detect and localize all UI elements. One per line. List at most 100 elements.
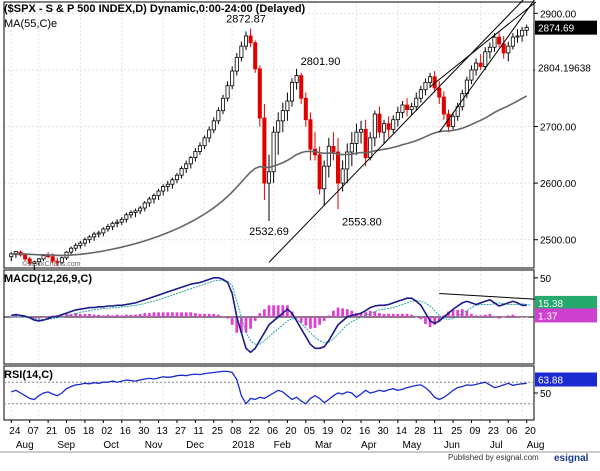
candle-body <box>483 51 488 67</box>
price-tick-label: 2900.00 <box>540 9 577 20</box>
macd-histogram-bar <box>258 313 262 317</box>
macd-histogram-bar <box>396 313 400 317</box>
footer-publisher: Published by esignal.com <box>448 453 539 462</box>
macd-histogram-bar <box>101 315 105 317</box>
macd-histogram-bar <box>226 317 229 319</box>
rsi-title: RSI(14,C) <box>4 369 53 381</box>
candle-body <box>151 195 156 200</box>
candle-body <box>128 212 133 216</box>
candle-body <box>349 143 354 153</box>
macd-histogram-bar <box>184 312 188 317</box>
macd-histogram-bar <box>235 317 239 333</box>
x-tick-label: 24 <box>9 426 21 437</box>
candle-body <box>497 36 502 45</box>
candle-body <box>322 165 327 190</box>
x-tick-label: 23 <box>488 426 500 437</box>
macd-last-label-box <box>535 295 597 310</box>
x-tick-label: 05 <box>65 426 77 437</box>
candle-body <box>326 145 331 167</box>
candle-body <box>41 255 46 260</box>
macd-histogram-bar <box>286 305 289 317</box>
macd-histogram-bar <box>65 313 68 317</box>
candle-body <box>409 106 414 110</box>
candle-body <box>331 145 336 153</box>
candle-body <box>515 35 520 38</box>
macd-histogram-bar <box>249 317 252 329</box>
macd-histogram-bar <box>143 313 147 317</box>
x-tick-label: 02 <box>101 426 113 437</box>
macd-histogram-bar <box>74 313 78 317</box>
macd-histogram-bar <box>318 317 321 325</box>
macd-histogram-bar <box>175 312 179 317</box>
candle-body <box>138 207 143 212</box>
macd-histogram-bar <box>332 310 335 317</box>
price-annotation: 2553.80 <box>342 216 382 228</box>
x-tick-label: 07 <box>28 426 40 437</box>
x-tick-label: 19 <box>322 426 334 437</box>
candle-body <box>336 151 341 184</box>
candle-body <box>156 190 161 196</box>
macd-title: MACD(12,26,9,C) <box>4 273 92 285</box>
price-tick-label: 2700.00 <box>540 123 577 134</box>
macd-histogram-bar <box>387 313 391 317</box>
macd-histogram-bar <box>180 312 183 317</box>
macd-histogram-bar <box>433 317 437 325</box>
x-tick-label: 28 <box>414 426 426 437</box>
macd-histogram-bar <box>212 313 216 317</box>
candle-body <box>211 120 216 131</box>
candle-body <box>133 210 138 213</box>
rsi-panel <box>4 370 534 405</box>
macd-histogram-bar <box>152 312 156 317</box>
macd-histogram-bar <box>479 315 483 317</box>
macd-histogram-bar <box>263 309 266 317</box>
candle-body <box>478 62 483 67</box>
x-tick-label: 30 <box>138 426 150 437</box>
macd-histogram-bar <box>364 312 368 317</box>
macd-histogram-bar <box>511 314 515 317</box>
x-tick-label: 30 <box>377 426 389 437</box>
candle-body <box>363 128 368 159</box>
macd-histogram-bar <box>88 313 91 317</box>
candle-body <box>147 198 152 204</box>
macd-histogram-bar <box>244 317 248 333</box>
candle-body <box>239 45 244 58</box>
x-month-label: 2018 <box>232 440 255 451</box>
macd-histogram-bar <box>313 317 317 328</box>
x-tick-label: 11 <box>193 426 204 437</box>
macd-histogram-bar <box>502 317 506 318</box>
ma-legend-label: MA(55,C)e <box>4 18 57 30</box>
candle-body <box>414 97 419 108</box>
grid-layer <box>4 2 534 420</box>
candle-body <box>262 117 267 184</box>
candle-body <box>243 35 249 47</box>
x-tick-label: 13 <box>157 426 169 437</box>
macd-histogram-bar <box>437 317 441 322</box>
candle-body <box>174 174 179 181</box>
macd-histogram-bar <box>506 315 510 317</box>
x-month-label: Mar <box>315 440 333 451</box>
ma-value-label-box <box>535 60 597 75</box>
candle-body <box>441 96 446 115</box>
candle-body <box>257 68 262 119</box>
macd-histogram-bar <box>120 315 124 317</box>
candle-body <box>23 254 28 260</box>
macd-histogram-bar <box>419 317 423 320</box>
trendline <box>438 0 535 133</box>
macd-histogram-bar <box>272 305 275 317</box>
candle-body <box>395 111 400 121</box>
candle-body <box>469 69 474 81</box>
candle-body <box>289 81 295 102</box>
candle-body <box>188 157 193 165</box>
macd-histogram-bar <box>401 313 404 317</box>
x-tick-label: 18 <box>83 426 95 437</box>
candle-body <box>202 137 207 147</box>
macd-histogram-bar <box>525 317 529 318</box>
candle-body <box>285 100 290 112</box>
last-price-label: 2874.69 <box>538 24 575 35</box>
candle-body <box>73 244 78 249</box>
candle-body <box>276 120 281 133</box>
macd-histogram-bar <box>207 313 211 317</box>
macd-histogram-bar <box>198 313 202 317</box>
x-tick-label: 22 <box>249 426 261 437</box>
trendline <box>429 1 537 88</box>
